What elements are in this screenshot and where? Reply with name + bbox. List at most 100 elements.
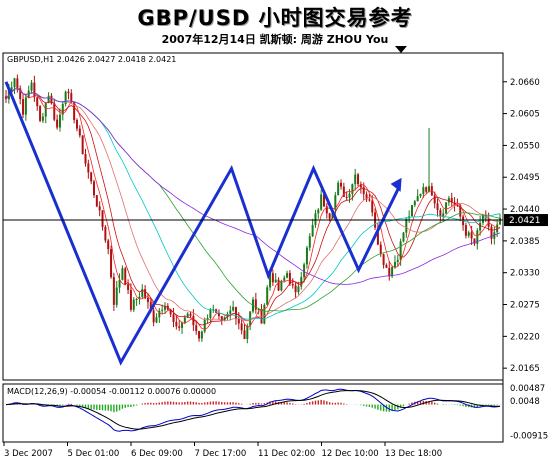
candle-body xyxy=(104,226,107,241)
candle-body xyxy=(232,306,235,311)
candle-body xyxy=(291,283,294,286)
macd-plot-frame xyxy=(2,383,504,443)
candle-body xyxy=(112,277,115,305)
candle-body xyxy=(209,309,212,319)
candle-body xyxy=(263,304,266,324)
candle-body xyxy=(266,287,269,305)
candle-body xyxy=(36,97,39,107)
candle-body xyxy=(246,325,249,339)
candle-body xyxy=(379,244,382,255)
candle-body xyxy=(439,210,442,217)
time-tick-label: 3 Dec 2007 xyxy=(4,449,53,459)
candle-body xyxy=(473,238,476,244)
candle-body xyxy=(61,104,64,115)
candle-body xyxy=(288,272,291,284)
candle-body xyxy=(78,128,81,136)
trend-overlay-line xyxy=(4,81,401,366)
candle-body xyxy=(84,154,87,164)
candle-body xyxy=(70,93,73,103)
candle-body xyxy=(47,95,50,103)
candle-body xyxy=(127,284,130,290)
candle-body xyxy=(75,119,78,129)
price-tick-label: 2.0605 xyxy=(510,110,540,120)
candle-body xyxy=(169,309,172,315)
candle-body xyxy=(53,103,56,120)
candle-body xyxy=(240,323,243,331)
candle-body xyxy=(226,313,229,318)
candle-body xyxy=(67,91,70,94)
candle-body xyxy=(198,331,201,339)
candle-body xyxy=(44,102,47,117)
candle-body xyxy=(433,195,436,204)
macd-tick-label: 0.00487 xyxy=(510,384,545,394)
macd-tick-label: 0.0048 xyxy=(510,397,540,407)
candle-body xyxy=(64,91,67,105)
candle-body xyxy=(303,264,306,278)
candle-body xyxy=(405,218,408,233)
moving-averages-layer xyxy=(5,88,501,330)
candle-body xyxy=(470,232,473,239)
candle-body xyxy=(183,317,186,323)
current-price-box xyxy=(504,214,548,227)
candle-body xyxy=(161,309,164,311)
candle-body xyxy=(354,174,357,185)
candle-body xyxy=(362,187,365,195)
candle-body xyxy=(144,289,147,299)
candle-body xyxy=(118,279,121,288)
candle-body xyxy=(490,226,493,239)
candle-body xyxy=(269,273,272,288)
candle-body xyxy=(422,187,425,194)
price-tick-label: 2.0220 xyxy=(510,332,540,342)
trend-overlay-layer xyxy=(4,81,402,366)
candle-body xyxy=(357,174,360,185)
candle-body xyxy=(186,313,189,318)
candle-body xyxy=(243,330,246,339)
candle-body xyxy=(73,102,76,120)
candle-body xyxy=(376,227,379,245)
candle-body xyxy=(149,302,152,311)
time-tick-label: 13 Dec 18:00 xyxy=(385,449,442,459)
candle-body xyxy=(138,296,141,300)
shift-marker-icon[interactable] xyxy=(395,46,407,53)
candle-body xyxy=(115,287,118,305)
time-tick-label: 7 Dec 17:00 xyxy=(195,449,247,459)
candle-body xyxy=(391,267,394,277)
candle-body xyxy=(419,193,422,197)
price-tick-label: 2.0330 xyxy=(510,269,540,279)
candle-body xyxy=(311,224,314,237)
candle-body xyxy=(479,222,482,231)
candle-body xyxy=(121,268,124,280)
candle-body xyxy=(237,319,240,324)
candle-body xyxy=(5,96,7,100)
price-tick-label: 2.0275 xyxy=(510,301,540,311)
candle-body xyxy=(271,273,274,283)
candle-body xyxy=(81,135,84,155)
candle-body xyxy=(135,299,138,301)
time-tick-label: 5 Dec 01:00 xyxy=(68,449,120,459)
candle-body xyxy=(476,230,479,244)
candle-body xyxy=(340,182,343,187)
trend-arrow-icon xyxy=(390,177,402,192)
price-tick-label: 2.0385 xyxy=(510,237,540,247)
candle-body xyxy=(428,186,431,192)
candle-body xyxy=(90,172,93,182)
candle-body xyxy=(229,310,232,314)
candle-body xyxy=(129,289,132,310)
candle-body xyxy=(283,277,286,281)
candle-body xyxy=(124,268,127,285)
candle-body xyxy=(56,119,59,128)
candle-body xyxy=(33,82,36,98)
candle-body xyxy=(450,198,453,203)
candle-body xyxy=(203,319,206,332)
candle-body xyxy=(413,201,416,206)
candle-body xyxy=(172,314,175,322)
candle-body xyxy=(24,97,27,115)
candle-body xyxy=(195,325,198,332)
page-subtitle: 2007年12月14日 凯斯顿: 周游 ZHOU You xyxy=(161,33,389,46)
main-plot-frame xyxy=(2,52,504,381)
candle-body xyxy=(257,308,260,310)
macd-signal-line xyxy=(5,390,500,430)
candle-body xyxy=(308,236,311,248)
page-title: GBP/USD 小时图交易参考 xyxy=(137,6,413,30)
candle-body xyxy=(274,279,277,283)
